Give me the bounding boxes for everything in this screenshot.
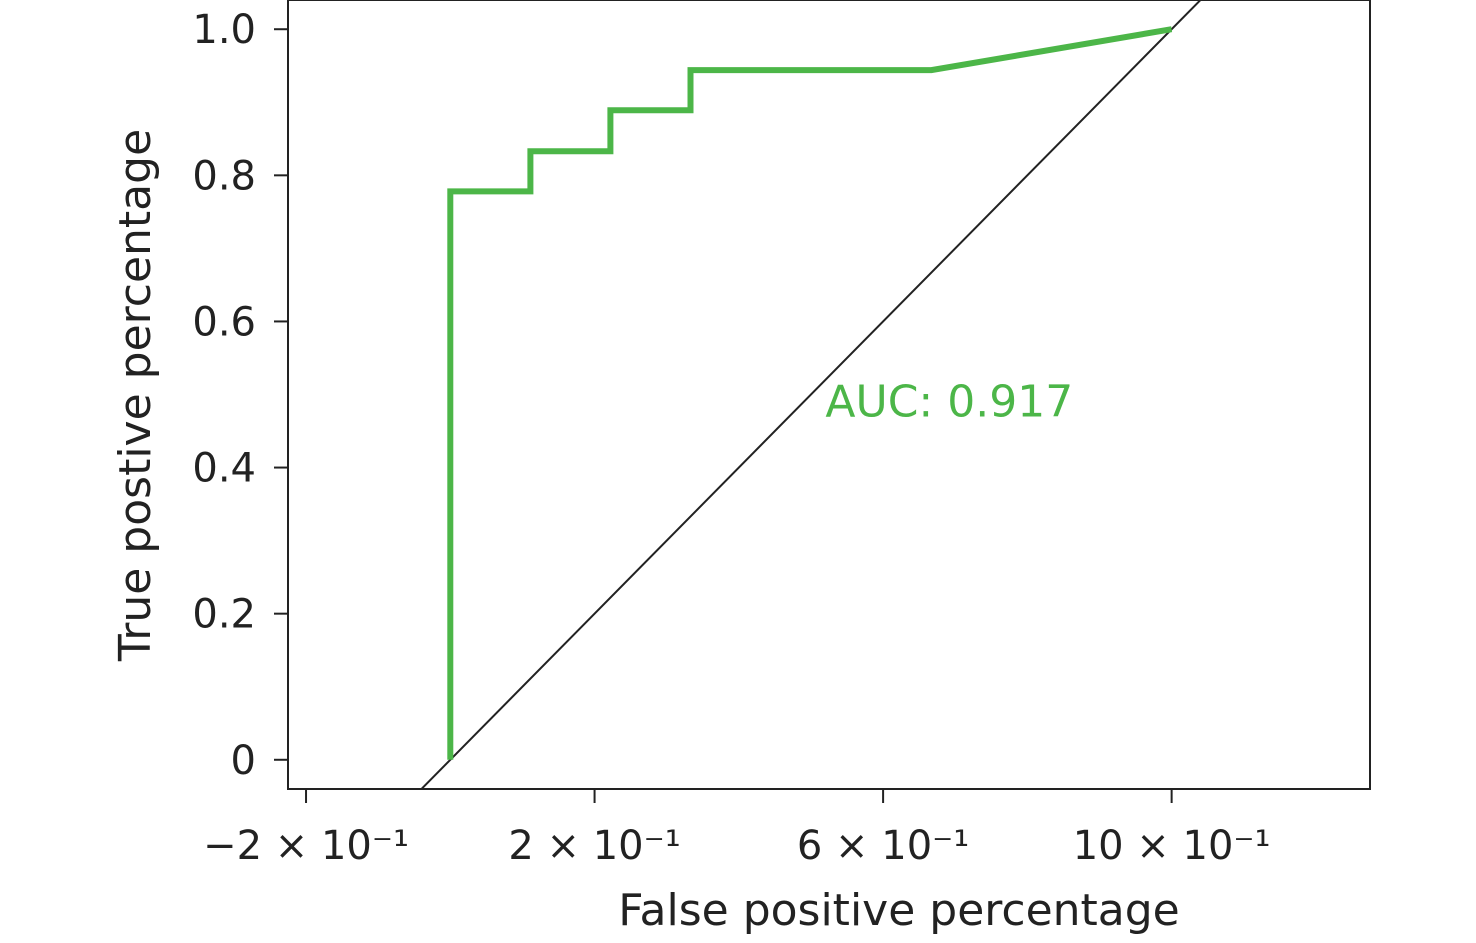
plot-frame [287, 0, 1371, 790]
x-tick-label: 2 × 10⁻¹ [508, 823, 680, 869]
reference-diagonal-line [420, 0, 1202, 789]
x-axis-label: False positive percentage [618, 885, 1180, 936]
plot-content [420, 0, 1202, 789]
x-tick-label: −2 × 10⁻¹ [203, 823, 409, 869]
y-tick-label: 1.0 [192, 7, 256, 53]
roc-curve-line [447, 26, 1173, 760]
y-tick-label: 0 [231, 738, 256, 784]
x-axis-ticks: −2 × 10⁻¹ 2 × 10⁻¹ 6 × 10⁻¹ 10 × 10⁻¹ [203, 789, 1271, 869]
y-tick-label: 0.8 [192, 153, 256, 199]
annotations: AUC: 0.917 [825, 376, 1073, 427]
x-tick-label: 10 × 10⁻¹ [1073, 823, 1271, 869]
y-tick-label: 0.4 [192, 446, 256, 492]
y-tick-label: 0.2 [192, 592, 256, 638]
y-axis-label: True postive percentage [110, 129, 161, 662]
auc-annotation: AUC: 0.917 [825, 376, 1073, 427]
y-axis-ticks: 0 0.2 0.4 0.6 0.8 1.0 [192, 7, 288, 784]
x-tick-label: 6 × 10⁻¹ [797, 823, 969, 869]
y-tick-label: 0.6 [192, 299, 256, 345]
